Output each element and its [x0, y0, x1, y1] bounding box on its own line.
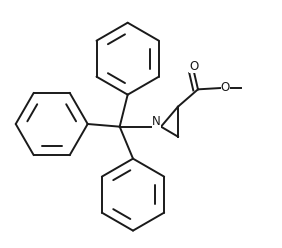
Text: N: N	[152, 115, 160, 128]
Text: O: O	[189, 60, 199, 73]
Text: O: O	[221, 81, 230, 94]
